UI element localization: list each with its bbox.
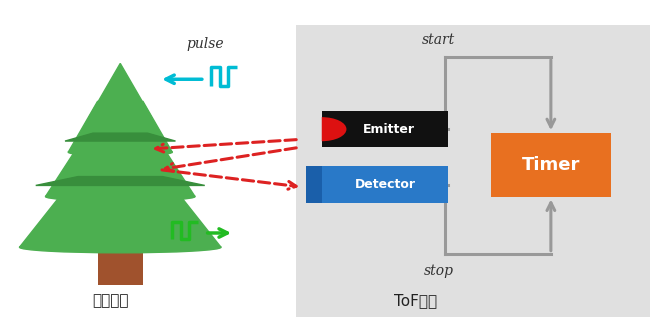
FancyBboxPatch shape [322, 166, 448, 203]
Wedge shape [322, 117, 346, 141]
Text: pulse: pulse [186, 37, 224, 51]
Ellipse shape [68, 148, 172, 156]
Text: start: start [422, 33, 456, 47]
FancyBboxPatch shape [306, 166, 322, 203]
Ellipse shape [20, 242, 221, 253]
Text: Timer: Timer [522, 156, 580, 174]
Polygon shape [65, 133, 176, 141]
Text: ToF模块: ToF模块 [395, 294, 437, 309]
FancyBboxPatch shape [296, 25, 650, 317]
Polygon shape [20, 178, 221, 247]
Text: stop: stop [424, 264, 454, 278]
Ellipse shape [46, 192, 195, 201]
FancyBboxPatch shape [322, 111, 448, 147]
Polygon shape [46, 136, 195, 197]
FancyBboxPatch shape [491, 133, 611, 197]
FancyBboxPatch shape [98, 244, 143, 285]
Text: Detector: Detector [355, 178, 415, 191]
Text: 被测物体: 被测物体 [92, 294, 129, 309]
Polygon shape [68, 101, 172, 152]
Polygon shape [36, 177, 205, 185]
Text: Emitter: Emitter [363, 123, 415, 136]
Polygon shape [89, 63, 151, 117]
